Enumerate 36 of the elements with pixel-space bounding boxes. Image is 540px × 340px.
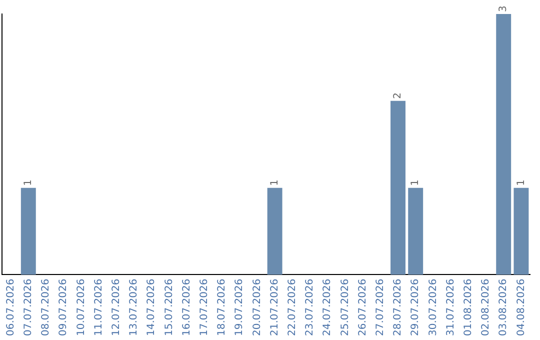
- x-tick-label: 15.07.2026: [164, 278, 175, 336]
- data-label: 2: [392, 92, 404, 99]
- data-label: 1: [516, 179, 527, 186]
- x-tick-label: 18.07.2026: [216, 278, 228, 336]
- x-tick-label: 13.07.2026: [128, 278, 140, 336]
- data-label: 3: [498, 6, 510, 12]
- x-tick-label: 11.07.2026: [93, 278, 104, 336]
- x-tick-label: 10.07.2026: [76, 278, 87, 336]
- x-tick-label: 26.07.2026: [357, 278, 368, 336]
- x-tick-label: 17.07.2026: [198, 278, 210, 336]
- x-tick-label: 19.07.2026: [234, 278, 246, 336]
- x-tick-label: 24.07.2026: [322, 278, 334, 336]
- x-tick-label: 25.07.2026: [340, 278, 351, 336]
- x-tick-label: 06.07.2026: [5, 278, 16, 336]
- x-tick-label: 21.07.2026: [269, 278, 280, 336]
- x-tick-label: 29.07.2026: [410, 278, 422, 336]
- x-tick-label: 14.07.2026: [146, 278, 158, 336]
- data-label: 1: [22, 179, 34, 186]
- x-tick-label: 12.07.2026: [110, 278, 122, 336]
- x-tick-label: 30.07.2026: [428, 278, 439, 336]
- x-tick-label: 20.07.2026: [252, 278, 263, 336]
- data-label: 1: [410, 179, 422, 186]
- x-tick-label: 04.08.2026: [516, 278, 527, 336]
- x-tick-label: 02.08.2026: [480, 278, 492, 336]
- x-tick-label: 01.08.2026: [462, 278, 474, 336]
- data-label: 1: [269, 179, 280, 186]
- x-tick-label: 31.07.2026: [445, 278, 456, 336]
- x-tick-label: 03.08.2026: [498, 278, 510, 336]
- x-tick-label: 08.07.2026: [40, 278, 52, 336]
- x-tick-label: 22.07.2026: [286, 278, 298, 336]
- x-tick-label: 07.07.2026: [22, 278, 34, 336]
- x-tick-label: 28.07.2026: [392, 278, 404, 336]
- x-tick-label: 23.07.2026: [304, 278, 316, 336]
- x-tick-label: 16.07.2026: [181, 278, 192, 336]
- x-tick-label: 09.07.2026: [58, 278, 70, 336]
- x-tick-label: 27.07.2026: [374, 278, 386, 336]
